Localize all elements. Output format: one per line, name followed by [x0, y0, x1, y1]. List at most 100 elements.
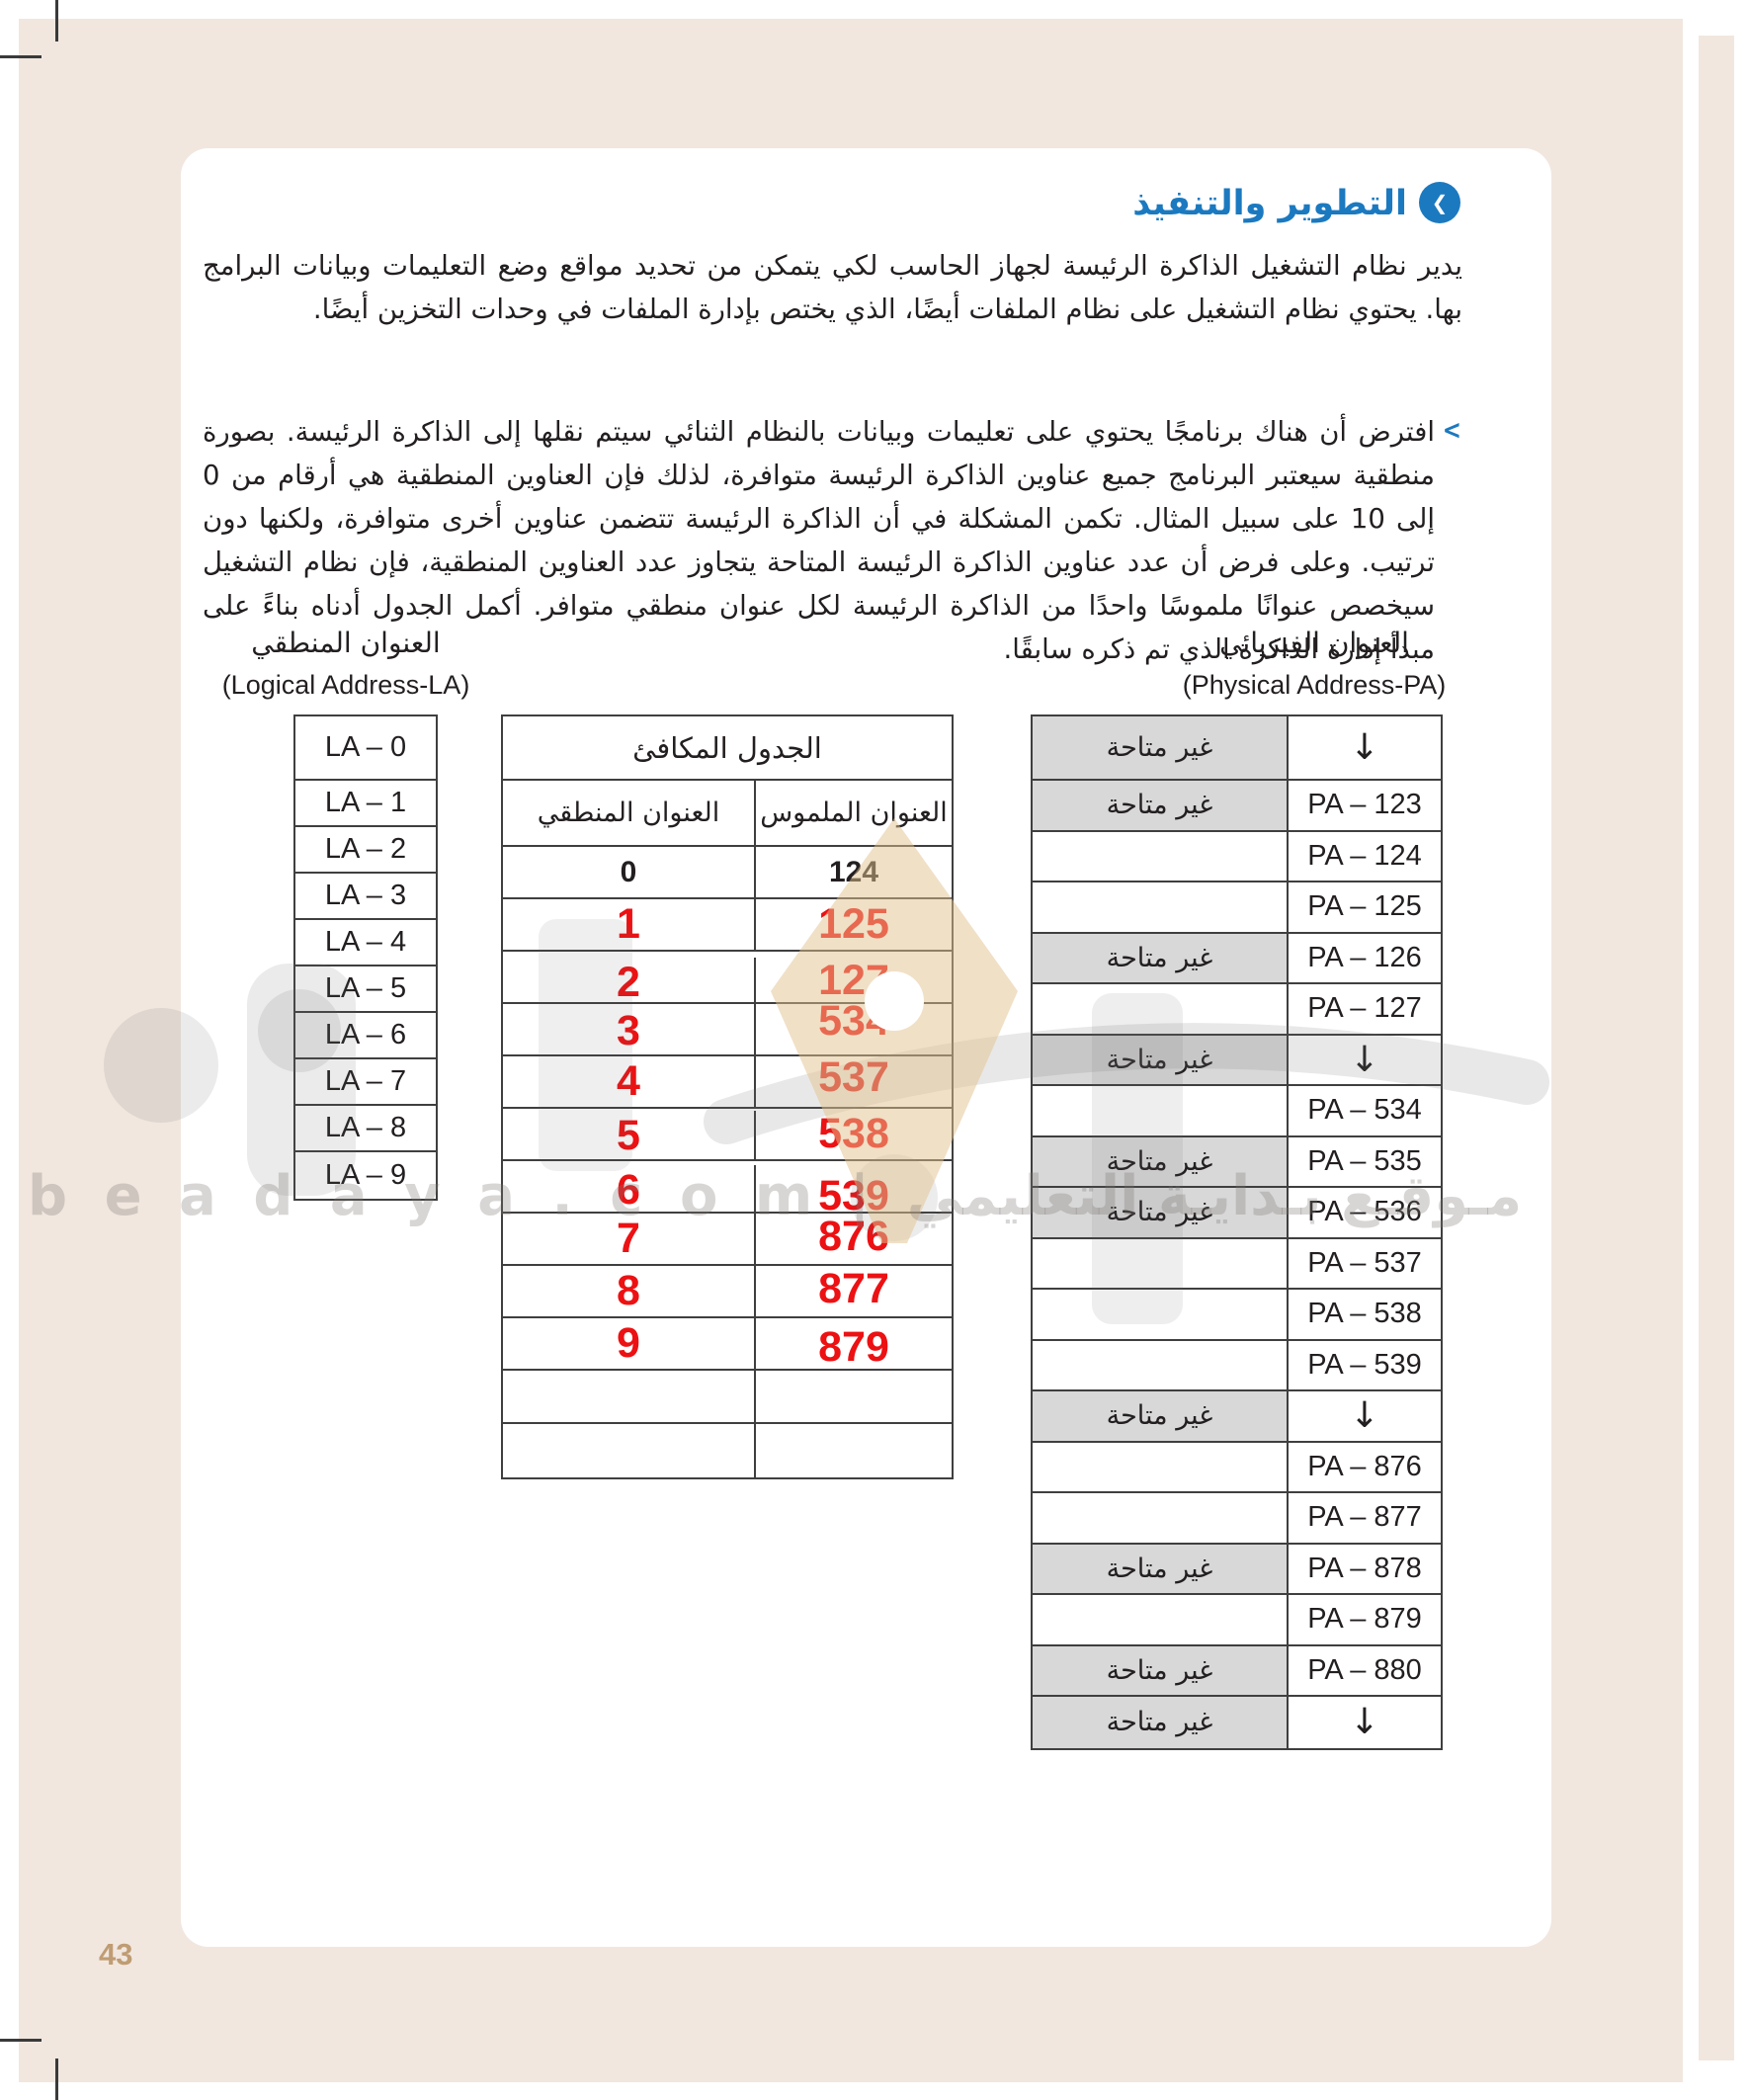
equivalence-table-row: 0 124 — [503, 847, 952, 899]
tangible-value-cell: 876 — [818, 1213, 889, 1260]
tangible-value-cell — [756, 1371, 952, 1422]
physical-address-row: غير متاحة PA – 536 — [1033, 1188, 1441, 1239]
physical-address-cell: PA – 126 — [1307, 941, 1422, 973]
column-header-tangible: العنوان الملموس — [760, 798, 948, 828]
physical-address-cell: PA – 879 — [1307, 1603, 1422, 1636]
unavailable-cell: غير متاحة — [1033, 1188, 1289, 1237]
physical-address-row: PA – 124 — [1033, 831, 1441, 882]
available-empty-cell — [1033, 984, 1289, 1034]
logical-address-cell: LA – 5 — [295, 966, 436, 1013]
logical-address-cell: LA – 2 — [295, 827, 436, 874]
logical-value-cell: 5 — [503, 1111, 756, 1161]
logical-address-cell: LA – 8 — [295, 1106, 436, 1152]
crop-mark-bottom-left-horizontal — [0, 2039, 42, 2042]
equivalence-table-title: الجدول المكافئ — [503, 716, 952, 781]
tangible-value-cell: 534 — [818, 997, 889, 1045]
tangible-value-cell: 124 — [828, 855, 879, 888]
crop-mark-top-left-horizontal — [0, 55, 42, 58]
unavailable-cell: غير متاحة — [1033, 1035, 1289, 1084]
physical-address-cell: PA – 878 — [1307, 1552, 1422, 1584]
available-empty-cell — [1033, 1340, 1289, 1389]
logical-value-cell — [503, 1424, 756, 1477]
continuation-arrow-icon: ↓ — [1349, 1395, 1380, 1437]
available-empty-cell — [1033, 882, 1289, 932]
logical-address-cell: LA – 4 — [295, 920, 436, 966]
equivalence-table-row: 6 539 — [503, 1161, 952, 1219]
unavailable-cell: غير متاحة — [1033, 933, 1289, 982]
physical-address-label-en: (Physical Address-PA) — [1182, 670, 1447, 700]
equivalence-table-row — [503, 1371, 952, 1424]
physical-address-cell: PA – 124 — [1307, 839, 1422, 872]
logical-address-label: العنوان المنطقي (Logical Address-LA) — [178, 623, 514, 706]
equivalence-table-row: 8 877 — [503, 1265, 952, 1318]
logical-value-cell: 6 — [503, 1165, 756, 1216]
logical-address-cell: LA – 6 — [295, 1013, 436, 1059]
logical-address-table: LA – 0 LA – 1 LA – 2 LA – 3 LA – 4 LA – 5 LA –… — [293, 714, 438, 1201]
physical-address-row: غير متاحة PA – 535 — [1033, 1136, 1441, 1188]
logical-address-cell: LA – 7 — [295, 1059, 436, 1106]
tangible-value-cell: 537 — [818, 1053, 889, 1101]
logical-value-cell: 9 — [503, 1318, 756, 1369]
physical-address-cell: PA – 535 — [1307, 1144, 1422, 1177]
physical-address-cell: PA – 876 — [1307, 1450, 1422, 1482]
equivalence-table-row: 3 534 — [503, 997, 952, 1056]
physical-address-cell: PA – 123 — [1307, 789, 1422, 821]
physical-address-cell: PA – 125 — [1307, 890, 1422, 923]
crop-mark-top-left-vertical — [55, 0, 58, 42]
logical-address-cell: LA – 9 — [324, 1159, 407, 1191]
equivalence-table-row: 4 537 — [503, 1053, 952, 1109]
equivalence-table-row: 7 876 — [503, 1213, 952, 1266]
logical-value-cell: 2 — [503, 958, 756, 1008]
logical-address-cell: LA – 1 — [295, 781, 436, 827]
unavailable-cell: غير متاحة — [1033, 781, 1289, 830]
physical-address-row: غير متاحة ↓ — [1033, 1035, 1441, 1086]
physical-address-row: PA – 876 — [1033, 1442, 1441, 1493]
tangible-value-cell: 538 — [818, 1110, 889, 1157]
available-empty-cell — [1033, 1493, 1289, 1543]
logical-value-cell: 1 — [503, 899, 756, 950]
logical-address-label-en: (Logical Address-LA) — [221, 670, 470, 700]
logical-value-cell: 0 — [503, 847, 756, 897]
physical-address-row: PA – 125 — [1033, 882, 1441, 934]
physical-address-table: غير متاحة ↓ غير متاحة PA – 123 PA – 124 PA – … — [1031, 714, 1443, 1750]
page-number: 43 — [99, 1937, 133, 1972]
unavailable-cell: غير متاحة — [1033, 1645, 1289, 1695]
available-empty-cell — [1033, 1290, 1289, 1339]
physical-address-cell: PA – 877 — [1307, 1501, 1422, 1534]
intro-paragraph: يدير نظام التشغيل الذاكرة الرئيسة لجهاز … — [203, 250, 1462, 325]
physical-address-label: العنوان الفيزيائي (Physical Address-PA) — [1146, 623, 1482, 706]
column-header-logical: العنوان المنطقي — [503, 781, 756, 845]
tangible-value-cell — [756, 1424, 952, 1477]
available-empty-cell — [1033, 1595, 1289, 1644]
logical-value-cell: 3 — [503, 1006, 756, 1056]
physical-address-cell: PA – 539 — [1307, 1348, 1422, 1381]
equivalence-table-row — [503, 1424, 952, 1477]
physical-address-row: PA – 877 — [1033, 1493, 1441, 1545]
available-empty-cell — [1033, 831, 1289, 881]
physical-address-row: غير متاحة ↓ — [1033, 1697, 1441, 1748]
physical-address-row: غير متاحة ↓ — [1033, 716, 1441, 781]
physical-address-cell: PA – 880 — [1307, 1653, 1422, 1686]
continuation-arrow-icon: ↓ — [1349, 1702, 1380, 1743]
physical-address-row: غير متاحة PA – 878 — [1033, 1544, 1441, 1595]
physical-address-row: PA – 539 — [1033, 1340, 1441, 1391]
equivalence-table-row: 5 538 — [503, 1109, 952, 1161]
physical-address-cell: PA – 127 — [1307, 992, 1422, 1025]
continuation-arrow-icon: ↓ — [1349, 1039, 1380, 1080]
unavailable-cell: غير متاحة — [1033, 1697, 1289, 1748]
unavailable-cell: غير متاحة — [1033, 716, 1289, 779]
physical-address-label-ar: العنوان الفيزيائي — [1219, 627, 1409, 659]
logical-address-cell: LA – 3 — [295, 874, 436, 920]
chevron-left-circle-icon: ❮ — [1419, 182, 1460, 223]
exercise-paragraph: افترض أن هناك برنامجًا يحتوي على تعليمات… — [203, 416, 1435, 665]
equivalence-table-row: 1 125 — [503, 899, 952, 952]
bullet-chevron-icon: < — [1442, 415, 1461, 446]
logical-value-cell: 7 — [503, 1214, 756, 1264]
physical-address-row: غير متاحة PA – 126 — [1033, 933, 1441, 984]
physical-address-row: غير متاحة ↓ — [1033, 1391, 1441, 1443]
tangible-value-cell: 125 — [818, 900, 889, 948]
physical-address-cell: PA – 537 — [1307, 1246, 1422, 1279]
physical-address-row: PA – 879 — [1033, 1595, 1441, 1646]
logical-address-label-ar: العنوان المنطقي — [251, 627, 441, 659]
unavailable-cell: غير متاحة — [1033, 1391, 1289, 1441]
